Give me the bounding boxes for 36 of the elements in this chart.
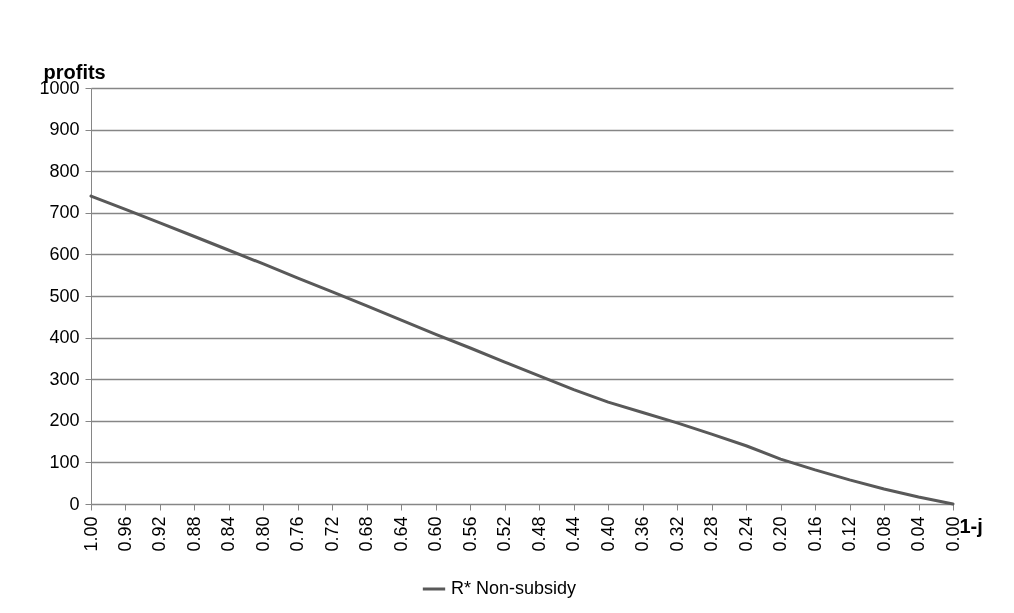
x-tick-label: 0.04 — [908, 516, 929, 552]
x-tick-label: 0.68 — [356, 516, 377, 552]
x-tick-label: 1.00 — [80, 516, 101, 552]
y-tick-label: 100 — [49, 451, 80, 472]
x-tick-label: 0.20 — [770, 516, 791, 552]
y-tick-label: 700 — [49, 202, 80, 223]
x-tick-label: 0.48 — [528, 516, 549, 552]
x-tick-label: 0.40 — [597, 516, 618, 552]
x-tick-label: 0.84 — [218, 516, 239, 552]
x-tick-label: 0.88 — [183, 516, 204, 552]
x-tick-label: 0.16 — [804, 516, 825, 552]
x-tick-label: 0.32 — [666, 516, 687, 552]
x-tick-label: 0.24 — [735, 516, 756, 552]
y-tick-label: 500 — [49, 285, 80, 306]
y-tick-label: 800 — [49, 160, 80, 181]
x-tick-label: 0.76 — [287, 516, 308, 552]
x-tick-label: 0.28 — [701, 516, 722, 552]
x-tick-label: 0.56 — [459, 516, 480, 552]
y-tick-label: 400 — [49, 327, 80, 348]
y-tick-label: 300 — [49, 368, 80, 389]
x-tick-label: 0.60 — [425, 516, 446, 552]
x-tick-label: 0.12 — [839, 516, 860, 552]
y-tick-label: 0 — [69, 493, 80, 514]
y-tick-label: 200 — [49, 410, 80, 431]
x-tick-label: 0.44 — [563, 516, 584, 552]
x-tick-label: 0.80 — [252, 516, 273, 552]
y-tick-label: 600 — [49, 243, 80, 264]
x-tick-label: 0.96 — [114, 516, 135, 552]
x-tick-label: 0.64 — [390, 516, 411, 552]
x-tick-label: 0.72 — [321, 516, 342, 552]
x-tick-label: 0.36 — [632, 516, 653, 552]
x-tick-label: 0.52 — [494, 516, 515, 552]
y-tick-label: 900 — [49, 119, 80, 140]
legend-label: R* Non-subsidy — [451, 578, 577, 598]
x-tick-label: 0.08 — [873, 516, 894, 552]
x-tick-label: 0.92 — [149, 516, 170, 552]
